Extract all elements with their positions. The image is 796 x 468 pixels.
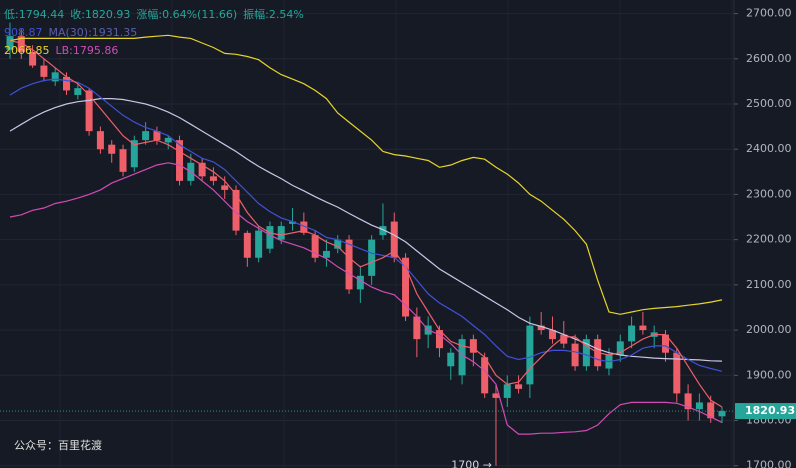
info-line: 908.87 MA(30):1931.35	[4, 26, 137, 39]
candle-body	[515, 384, 523, 389]
candle-body	[503, 384, 511, 398]
candle-body	[311, 235, 319, 258]
candle-body	[628, 325, 636, 342]
candle-body	[481, 357, 489, 394]
y-tick-label: 2700.00	[746, 7, 792, 20]
candle-body	[29, 52, 37, 66]
candle-body	[17, 36, 25, 52]
candle-body	[616, 341, 624, 355]
candle-body	[243, 232, 251, 258]
y-tick-label: 2000.00	[746, 323, 792, 336]
candle-body	[402, 257, 410, 317]
info-item: 908.87	[4, 26, 43, 39]
candle-body	[469, 339, 477, 353]
candle-body	[40, 65, 48, 77]
info-line: 2066.85 LB:1795.86	[4, 44, 118, 57]
info-item: 收:1820.93	[70, 7, 130, 21]
candle-body	[639, 325, 647, 331]
candle-body	[153, 131, 161, 141]
candle-body	[718, 411, 726, 417]
candle-body	[492, 393, 500, 398]
candle-body	[289, 221, 297, 224]
candle-body	[661, 334, 669, 353]
candle-body	[51, 72, 59, 82]
candle-body	[548, 330, 556, 340]
candle-body	[390, 221, 398, 258]
watermark: 公众号：百里花渡	[14, 438, 102, 452]
candle-body	[96, 131, 104, 150]
candle-body	[142, 131, 150, 141]
candle-body	[130, 140, 138, 168]
candle-body	[345, 239, 353, 290]
candle-body	[198, 162, 206, 177]
indicator-line	[9, 40, 723, 408]
candle-body	[413, 316, 421, 340]
candle-body	[684, 393, 692, 410]
candle-body	[673, 352, 681, 394]
candle-body	[63, 76, 71, 91]
candle-body	[119, 149, 127, 172]
candle-body	[108, 144, 116, 154]
last-price-tag	[735, 403, 796, 420]
candle-body	[176, 140, 184, 181]
candle-body	[164, 137, 172, 143]
low-annotation: 1700 →	[451, 459, 492, 468]
indicator-line	[9, 34, 723, 315]
y-tick-label: 2300.00	[746, 187, 792, 200]
candle-body	[356, 275, 364, 290]
info-item: 2066.85	[4, 44, 50, 57]
info-item: LB:1795.86	[56, 44, 119, 57]
candle-body	[560, 334, 568, 344]
candle-body	[707, 402, 715, 419]
candle-body	[526, 325, 534, 385]
info-line: 低:1794.44 收:1820.93 涨幅:0.64%(11.66) 振幅:2.54…	[4, 7, 304, 21]
candle-body	[322, 250, 330, 258]
candle-body	[447, 352, 455, 367]
info-item: 低:1794.44	[4, 8, 64, 21]
candle-body	[232, 189, 240, 231]
candle-body	[695, 402, 703, 410]
last-price-label: 1820.93	[745, 404, 795, 417]
candle-body	[221, 185, 229, 190]
candle-body	[266, 226, 274, 249]
y-tick-label: 2600.00	[746, 52, 792, 65]
candle-body	[74, 88, 82, 95]
y-tick-label: 2500.00	[746, 97, 792, 110]
candle-body	[334, 239, 342, 249]
candle-body	[255, 230, 263, 258]
candle-body	[368, 239, 376, 276]
candle-body	[6, 36, 14, 50]
candle-body	[435, 330, 443, 349]
candle-body	[458, 339, 466, 376]
info-item: MA(30):1931.35	[49, 26, 138, 39]
candle-body	[537, 325, 545, 331]
y-tick-label: 2100.00	[746, 278, 792, 291]
candle-body	[209, 176, 217, 181]
candle-body	[571, 343, 579, 367]
candle-body	[85, 90, 93, 132]
indicator-line	[9, 162, 723, 435]
y-tick-label: 1700.00	[746, 459, 792, 468]
y-tick-label: 2200.00	[746, 233, 792, 246]
info-item: 涨幅:0.64%(11.66)	[136, 8, 237, 21]
y-tick-label: 1900.00	[746, 368, 792, 381]
candle-body	[300, 221, 308, 233]
candle-body	[277, 226, 285, 240]
candle-body	[582, 339, 590, 367]
info-item: 振幅:2.54%	[243, 7, 304, 21]
candle-body	[379, 226, 387, 236]
indicator-line	[9, 78, 723, 372]
y-tick-label: 2400.00	[746, 142, 792, 155]
indicator-line	[9, 97, 723, 362]
